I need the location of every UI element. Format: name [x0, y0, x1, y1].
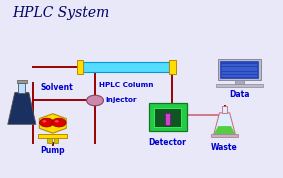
Bar [220, 61, 258, 78]
Bar [47, 138, 52, 143]
Text: Waste: Waste [211, 143, 238, 152]
Bar [235, 80, 244, 84]
Text: Detector: Detector [149, 138, 186, 146]
Polygon shape [18, 83, 25, 93]
Bar [38, 134, 67, 138]
Circle shape [42, 120, 46, 123]
Bar [165, 113, 170, 125]
Circle shape [55, 120, 59, 123]
Bar [17, 80, 27, 83]
Polygon shape [214, 126, 235, 134]
Polygon shape [8, 93, 36, 124]
Bar [154, 108, 181, 127]
Bar [218, 59, 261, 80]
Text: Solvent: Solvent [40, 83, 73, 92]
Bar [83, 62, 169, 72]
Bar [211, 134, 238, 137]
Circle shape [87, 95, 104, 106]
Text: Pump: Pump [40, 146, 65, 155]
Bar [54, 138, 58, 143]
Text: HPLC Column: HPLC Column [99, 82, 153, 88]
Polygon shape [214, 113, 235, 134]
Circle shape [52, 118, 66, 127]
Polygon shape [39, 114, 66, 133]
Bar [169, 60, 176, 74]
Polygon shape [222, 106, 227, 113]
Text: Injector: Injector [106, 97, 137, 103]
Circle shape [40, 118, 54, 127]
Bar [216, 84, 263, 87]
Bar [149, 103, 186, 130]
Bar [77, 60, 83, 74]
Text: HPLC System: HPLC System [12, 6, 109, 20]
Text: Data: Data [229, 90, 250, 99]
